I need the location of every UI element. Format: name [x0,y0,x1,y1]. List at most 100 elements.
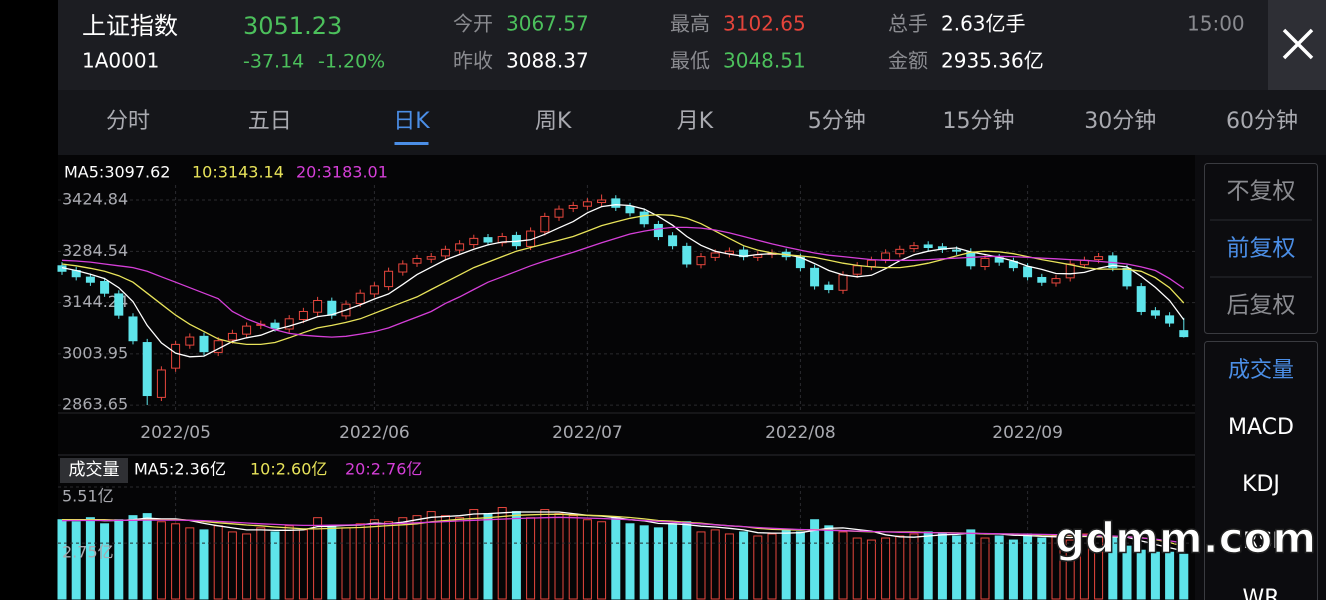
index-code: 1A0001 [82,49,159,73]
volume-bar [526,517,536,600]
period-tab[interactable]: 日K [393,109,430,134]
volume-bar [1165,551,1175,600]
period-tab[interactable]: 5分钟 [808,109,866,134]
candle-body [852,265,862,275]
field-label: 昨收 [453,49,493,73]
field-value: 3102.65 [723,12,806,36]
adjust-option[interactable]: 前复权 [1227,236,1296,262]
y-tick-label: 2863.65 [62,395,128,414]
volume-bar [1108,537,1118,600]
volume-bar [440,515,450,600]
adjust-option[interactable]: 不复权 [1227,179,1296,205]
candle-body [980,257,990,268]
candle-body [710,252,720,258]
volume-bar [810,519,820,600]
candle-body [582,201,592,207]
candle-body [696,256,706,266]
candle-body [597,199,607,204]
candle-body [440,248,450,257]
candle-body [1037,276,1047,283]
volume-bar [71,521,81,600]
side-panel [1195,155,1326,600]
field-label: 总手 [888,12,928,36]
candle-body [653,223,663,238]
candle-body [412,257,422,264]
volume-bar [696,531,706,600]
volume-bar [284,525,294,600]
volume-bar [142,513,152,600]
x-tick-label: 2022/07 [552,423,623,443]
candle-body [1122,267,1132,287]
candle-body [611,198,621,208]
time: 15:00 [1187,12,1245,36]
volume-bar [1179,553,1189,600]
change-pct: -1.20% [318,51,385,73]
x-tick-label: 2022/05 [140,423,211,443]
candle-body [355,292,365,304]
indicator-option[interactable]: WR [1242,586,1279,600]
volume-bar [426,511,436,600]
volume-bar [1122,545,1132,600]
volume-bar [966,529,976,600]
candle-body [966,251,976,267]
y-tick-label: 3144.24 [62,292,128,311]
watermark: gdmm.com [1055,514,1316,563]
volume-bar [1136,549,1146,600]
period-tab[interactable]: 分时 [106,109,150,134]
period-tab[interactable]: 15分钟 [943,109,1015,134]
volume-bar [923,531,933,600]
candle-body [199,335,209,353]
volume-bar [881,537,891,600]
volume-bar [1051,535,1061,600]
candle-body [923,244,933,249]
candle-body [469,237,479,246]
field-value: 3088.37 [506,49,589,73]
candle-body [540,215,550,233]
volume-bar [611,517,621,600]
indicator-group [1204,341,1318,600]
volume-bar [256,527,266,600]
ma-legend: 20:3183.01 [296,163,388,182]
period-tab[interactable]: 60分钟 [1226,109,1298,134]
volume-bar [497,507,507,600]
candle-body [128,316,138,342]
period-tab[interactable]: 30分钟 [1084,109,1156,134]
volume-bar [781,529,791,600]
indicator-option[interactable]: 成交量 [1228,358,1294,383]
volume-bar [369,519,379,600]
volume-bar [298,529,308,600]
indicator-option[interactable]: RSI [1243,529,1279,554]
candle-body [313,300,323,313]
volume-bar [767,533,777,600]
candle-body [1051,278,1061,284]
field-label: 金额 [888,49,928,73]
volume-bar [540,509,550,600]
volume-bar [327,525,337,600]
volume-bar [242,533,252,600]
candle-body [85,276,95,283]
volume-bar [568,515,578,600]
volume-bar [852,537,862,600]
volume-bar [384,521,394,600]
candle-body [1179,330,1189,338]
indicator-option[interactable]: KDJ [1242,472,1280,497]
volume-bar [554,513,564,600]
period-tab[interactable]: 五日 [248,109,292,134]
candle-body [270,322,280,329]
candle-body [142,342,152,397]
adjust-group [1204,163,1318,334]
adjust-option[interactable]: 后复权 [1227,293,1296,319]
period-tab[interactable]: 月K [677,109,714,134]
field-label: 最高 [670,12,710,36]
candle-body [100,281,110,294]
field-label: 最低 [670,49,710,73]
candle-body [171,343,181,369]
volume-bar [1023,533,1033,600]
quote-header [58,0,1268,90]
indicator-option[interactable]: MACD [1228,415,1294,440]
period-tab[interactable]: 周K [535,109,572,134]
candle-body [952,249,962,252]
candle-body [625,206,635,214]
volume-bar [909,533,919,600]
x-tick-label: 2022/09 [992,423,1063,443]
